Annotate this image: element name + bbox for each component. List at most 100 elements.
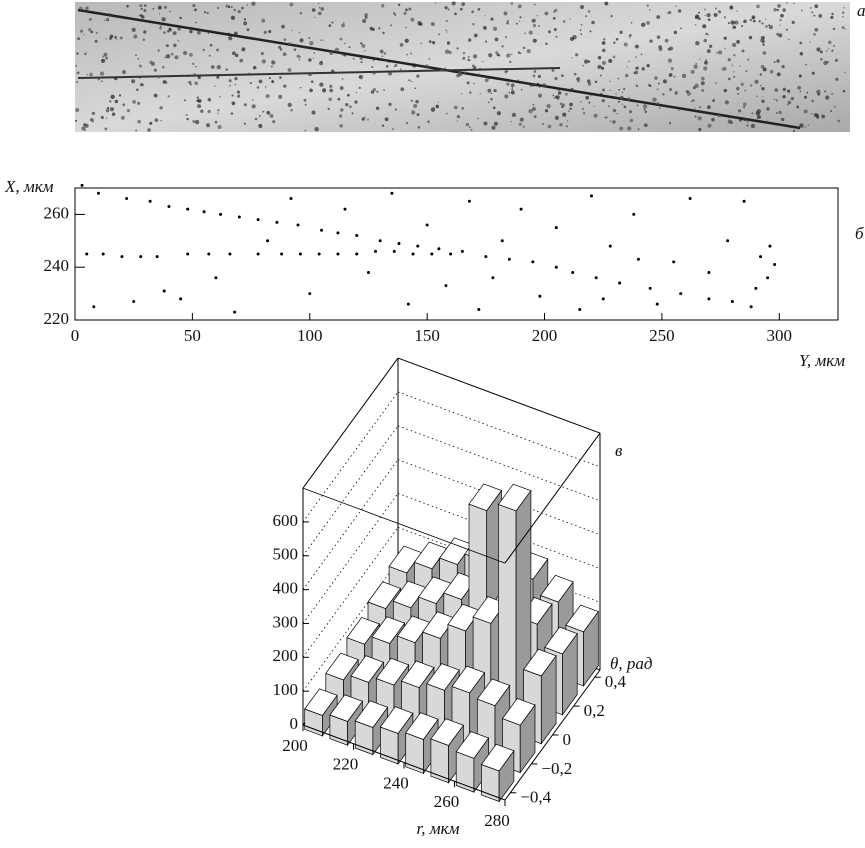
photo-speck [589, 30, 592, 33]
photo-speck [371, 65, 374, 68]
photo-speck [192, 4, 196, 8]
photo-speck [518, 20, 521, 22]
photo-speck [519, 16, 522, 19]
point [707, 270, 711, 274]
point [742, 199, 746, 203]
photo-speck [94, 39, 98, 43]
photo-speck [713, 12, 718, 17]
point [374, 249, 378, 253]
photo-speck [787, 100, 792, 105]
photo-speck [587, 10, 591, 13]
photo-speck [296, 54, 300, 58]
point [554, 265, 558, 269]
photo-speck [557, 91, 562, 95]
bar-top [426, 663, 460, 691]
photo-speck [258, 123, 263, 129]
photo-speck [697, 116, 702, 121]
photo-speck [768, 24, 773, 30]
photo-speck [739, 65, 741, 68]
photo-speck [504, 35, 508, 39]
photo-speck [208, 54, 211, 57]
photo-speck [394, 13, 397, 16]
photo-speck [227, 32, 231, 36]
photo-speck [656, 15, 661, 19]
photo-speck [831, 12, 834, 16]
panel-label: в [615, 441, 623, 460]
x-tick-label: 50 [184, 326, 201, 345]
photo-speck [504, 94, 509, 99]
photo-speck [695, 63, 697, 65]
photo-speck [313, 52, 316, 54]
point [766, 276, 770, 280]
photo-speck [400, 68, 402, 71]
bar-top [350, 655, 385, 683]
photo-speck [278, 94, 283, 99]
photo-speck [118, 94, 122, 97]
y-tick-label: 0 [563, 730, 572, 749]
photo-speck [677, 9, 682, 13]
y-tick-label: −0,4 [520, 788, 551, 807]
photo-speck [670, 67, 674, 71]
point [92, 305, 96, 309]
photo-speck [646, 63, 650, 68]
photo-speck [196, 30, 201, 35]
photo-speck [81, 126, 86, 131]
point [484, 255, 488, 259]
photo-speck [100, 80, 103, 83]
point [390, 191, 394, 195]
x-tick-label: 260 [434, 792, 460, 811]
photo-speck [781, 64, 785, 69]
photo-speck [756, 114, 761, 120]
photo-speck [159, 106, 163, 110]
photo-speck [105, 38, 107, 40]
photo-speck [194, 81, 198, 85]
bar-top [405, 712, 439, 740]
photo-speck [610, 14, 613, 18]
photo-speck [328, 97, 333, 102]
photo-speck [641, 67, 645, 71]
photo-speck [532, 103, 535, 106]
photo-speck [635, 84, 639, 88]
bar-top [375, 657, 410, 686]
photo-speck [708, 44, 713, 48]
photo-speck [158, 13, 161, 15]
photo-speck [318, 2, 320, 5]
photo-speck [621, 103, 624, 105]
photo-speck [404, 8, 408, 12]
point [256, 218, 260, 222]
photo-speck [619, 30, 623, 34]
photo-speck [804, 126, 806, 128]
photo-speck [390, 24, 392, 27]
photo-speck [496, 53, 500, 57]
photo-speck [456, 47, 459, 50]
photo-speck [844, 28, 846, 30]
photo-speck [786, 2, 788, 4]
photo-speck [262, 110, 265, 113]
photo-speck [380, 4, 385, 8]
photo-speck [76, 80, 79, 83]
point [179, 297, 183, 301]
photo-speck [382, 31, 385, 35]
photo-speck [609, 120, 612, 122]
photo-speck [586, 79, 591, 84]
photo-speck [557, 88, 561, 91]
photo-speck [642, 104, 648, 109]
photo-speck [609, 80, 611, 82]
photo-speck [673, 75, 676, 78]
photo-speck [364, 13, 368, 17]
photo-speck [139, 4, 143, 8]
photo-speck [587, 60, 591, 63]
photo-speck [775, 111, 778, 114]
x-tick-label: 150 [414, 326, 440, 345]
photo-speck [573, 72, 577, 76]
photo-speck [406, 53, 409, 56]
photo-speck [456, 73, 460, 78]
photo-speck [344, 42, 346, 45]
photo-speck [761, 22, 764, 25]
photo-speck [707, 105, 711, 109]
bar-top [497, 483, 532, 512]
point [571, 270, 575, 274]
photo-speck [765, 24, 768, 28]
photo-speck [105, 17, 110, 22]
photo-speck [756, 109, 762, 114]
